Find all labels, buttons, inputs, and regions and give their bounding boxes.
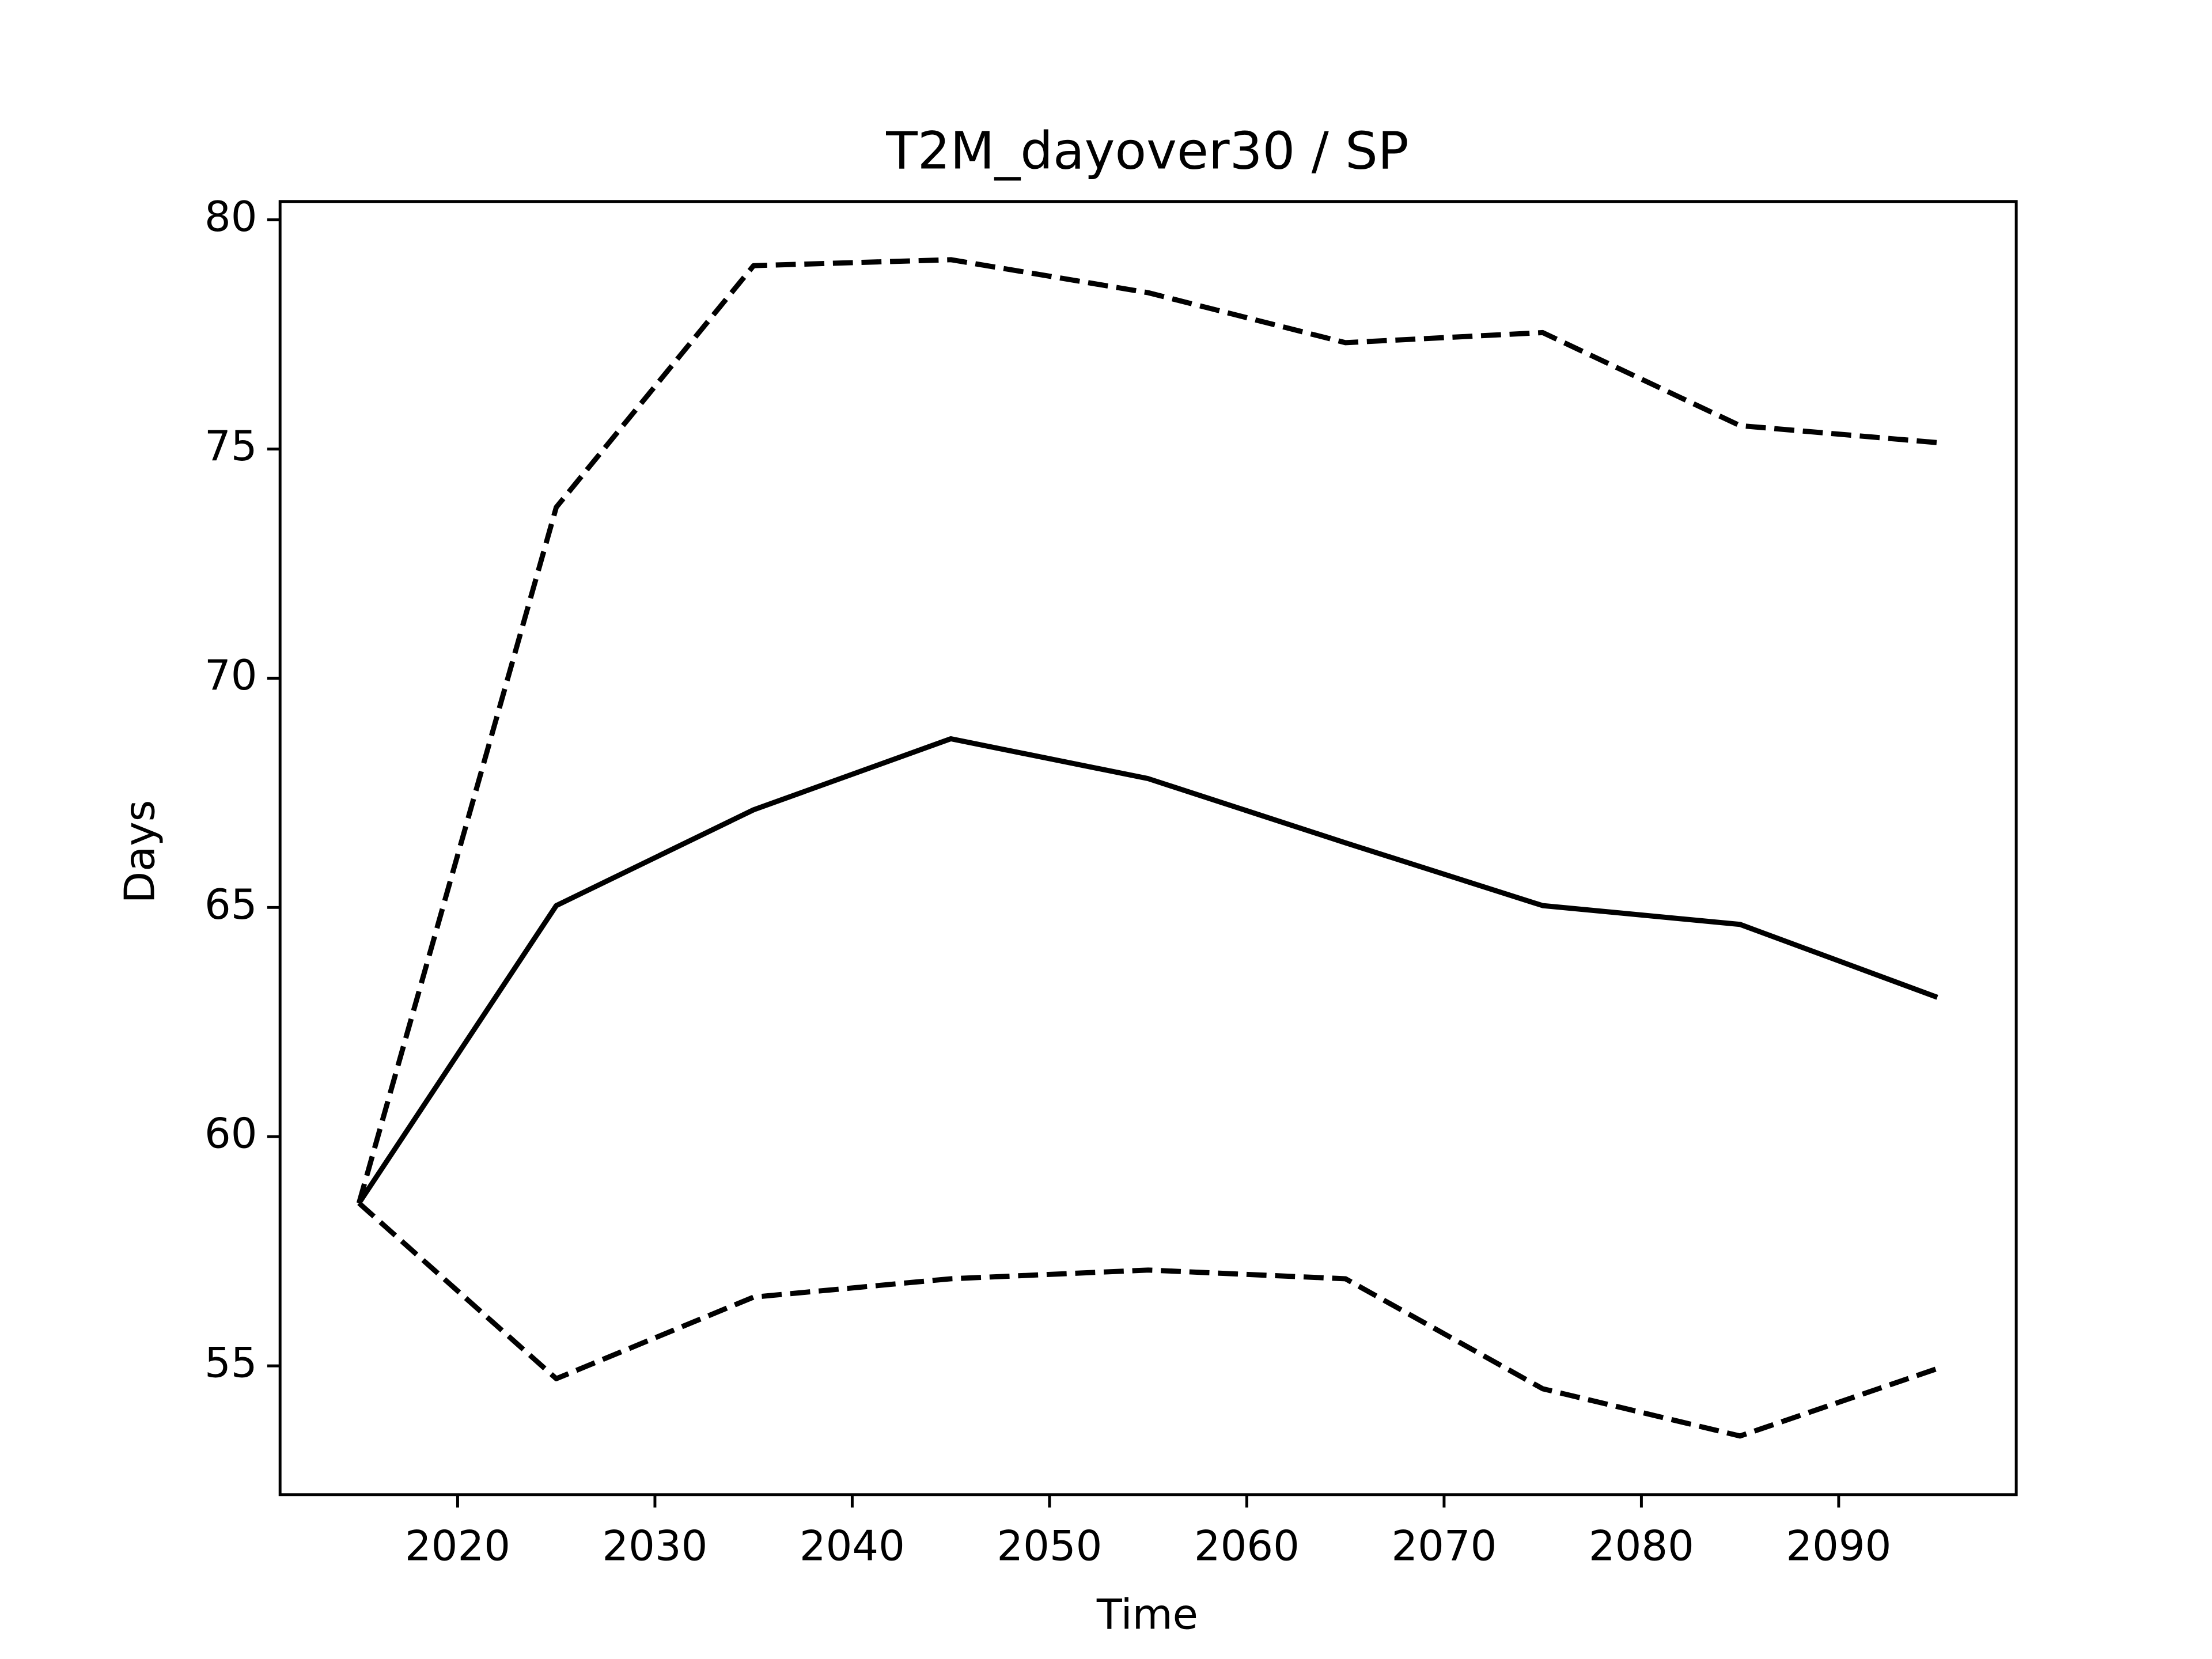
x-tick-label: 2060 xyxy=(1194,1522,1300,1570)
x-tick-label: 2020 xyxy=(405,1522,510,1570)
x-tick-label: 2090 xyxy=(1786,1522,1891,1570)
chart-title: T2M_dayover30 / SP xyxy=(885,121,1408,181)
line-series xyxy=(357,736,1938,1205)
x-axis-label: Time xyxy=(1096,1590,1198,1639)
y-tick-label: 60 xyxy=(204,1109,257,1158)
x-tick-label: 2080 xyxy=(1589,1522,1694,1570)
y-axis-label: Days xyxy=(116,800,164,904)
y-tick-label: 55 xyxy=(204,1339,257,1387)
y-tick-label: 75 xyxy=(204,422,257,470)
y-tick-label: 80 xyxy=(204,192,257,241)
line-series xyxy=(356,257,1938,1204)
plot-frame xyxy=(278,200,2018,1497)
x-tick-label: 2070 xyxy=(1391,1522,1497,1570)
x-tick-label: 2040 xyxy=(800,1522,905,1570)
y-tick-label: 65 xyxy=(204,880,257,929)
line-series xyxy=(357,1201,1938,1439)
x-tick-label: 2030 xyxy=(602,1522,707,1570)
x-tick-label: 2050 xyxy=(997,1522,1102,1570)
y-tick-label: 70 xyxy=(204,651,257,699)
